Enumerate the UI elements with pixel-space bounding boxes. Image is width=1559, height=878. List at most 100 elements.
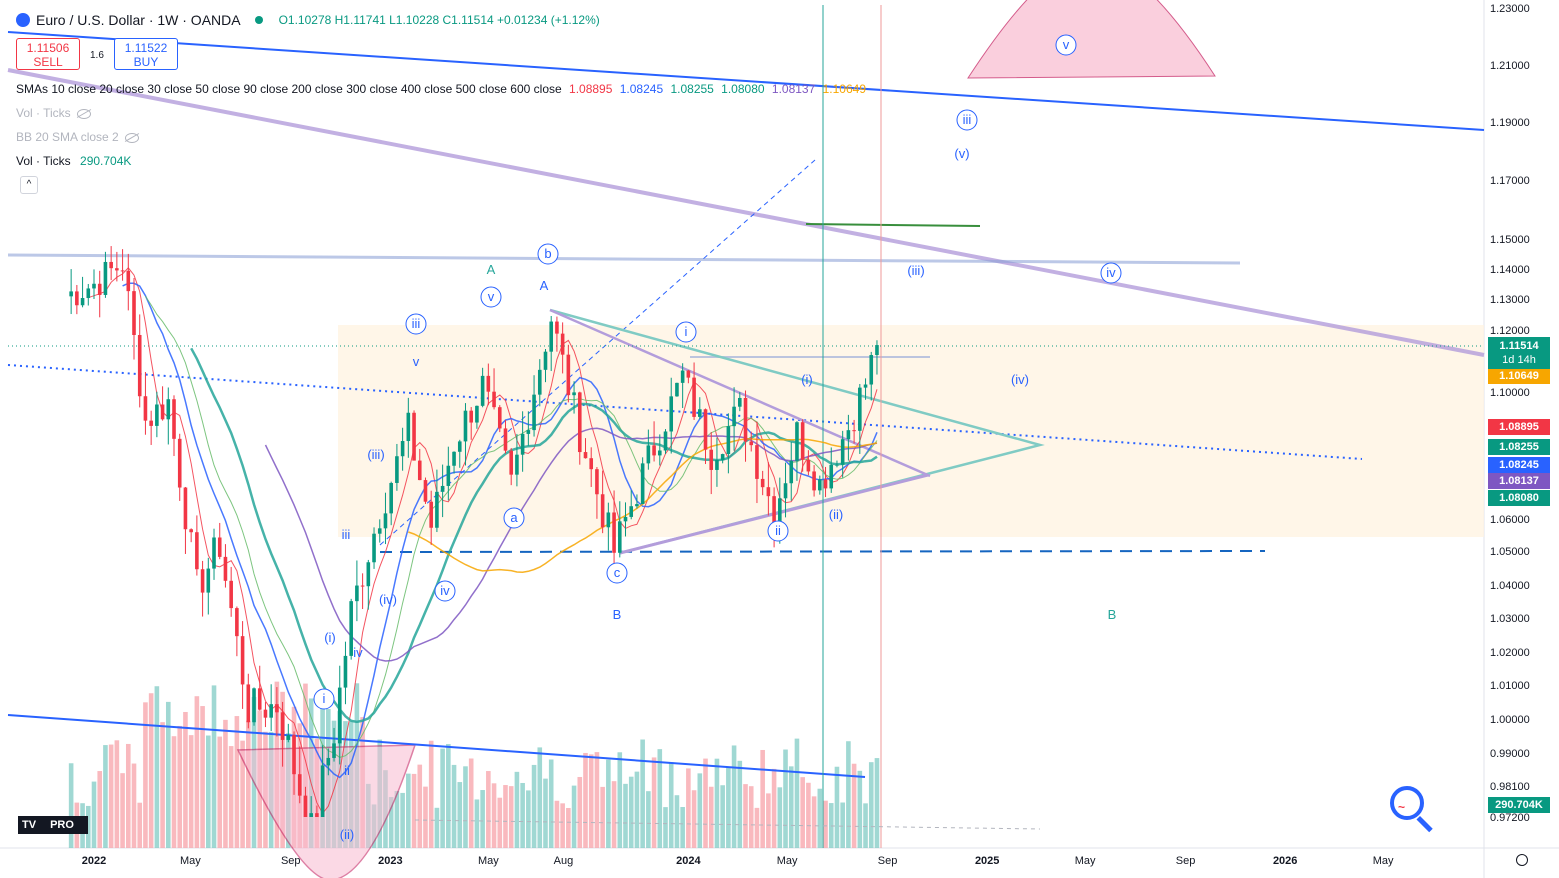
wave-label[interactable]: v (480, 286, 502, 308)
sell-button[interactable]: 1.11506 SELL (16, 38, 80, 70)
candle (177, 433, 182, 501)
wave-label[interactable]: iv (353, 645, 363, 660)
time-tick-label: 2023 (378, 855, 402, 867)
candle (297, 746, 302, 804)
candle (269, 684, 273, 732)
wave-label[interactable]: B (1108, 607, 1117, 622)
wave-label[interactable]: iii (342, 527, 351, 542)
volume-bar (137, 802, 143, 848)
volume-bar (143, 702, 148, 848)
sma-legend[interactable]: SMAs 10 close 20 close 30 close 50 close… (16, 82, 866, 96)
wave-label[interactable]: (i) (801, 372, 813, 387)
wave-label[interactable]: (v) (954, 146, 969, 161)
wave-label[interactable]: (iii) (907, 263, 924, 278)
settings-gear-icon[interactable] (1516, 854, 1528, 866)
wave-label[interactable]: iii (405, 313, 427, 335)
volume-bar (165, 701, 171, 848)
volume-bar (434, 807, 440, 848)
volume-bar (548, 759, 554, 848)
wave-label[interactable]: B (613, 607, 622, 622)
time-tick-label: 2026 (1273, 855, 1297, 867)
price-tick-label: 0.98100 (1490, 781, 1530, 793)
wave-label[interactable]: (i) (324, 630, 336, 645)
candle (818, 475, 822, 495)
wave-label[interactable]: v (1055, 34, 1077, 56)
candles (69, 246, 879, 817)
wave-label[interactable]: iv (434, 580, 456, 602)
volume-bar (223, 719, 228, 848)
volume-bar (691, 790, 697, 848)
volume-bar (497, 797, 503, 848)
candle (589, 447, 594, 487)
svg-text:A: A (540, 278, 549, 293)
wave-label[interactable]: A (487, 262, 496, 277)
wave-label[interactable]: A (540, 278, 549, 293)
hidden-eye-icon[interactable] (124, 132, 139, 143)
candle (155, 391, 159, 438)
volume-bar (800, 777, 805, 848)
wave-label[interactable]: (ii) (829, 507, 843, 522)
wave-label[interactable]: ii (767, 520, 789, 542)
collapse-legend-button[interactable]: ^ (20, 176, 38, 194)
candle (555, 316, 559, 352)
wave-label[interactable]: i (675, 321, 697, 343)
volume-bar (480, 790, 485, 848)
vol-hidden-legend[interactable]: Vol · Ticks (16, 106, 91, 120)
svg-text:iii: iii (342, 527, 351, 542)
volume-bar (600, 786, 605, 848)
wave-label[interactable]: (iii) (367, 447, 384, 462)
candle (469, 407, 473, 440)
wave-label[interactable]: a (503, 507, 525, 529)
volume-bar (628, 776, 634, 848)
sma-line (408, 438, 878, 574)
wave-label[interactable]: iv (1100, 262, 1122, 284)
volume-bar (508, 786, 514, 848)
time-tick-label: May (777, 855, 798, 867)
ohlc-values: O1.10278 H1.11741 L1.10228 C1.11514 +0.0… (278, 13, 600, 27)
search-zoom-icon[interactable]: ~ (1390, 786, 1433, 833)
volume-bar (863, 803, 868, 848)
candle (263, 702, 268, 728)
symbol-title[interactable]: Euro / U.S. Dollar · 1W · OANDA (36, 12, 241, 28)
wave-label[interactable]: (iv) (379, 592, 397, 607)
price-tick-label: 1.17000 (1490, 175, 1530, 187)
svg-text:i: i (323, 691, 326, 706)
candle (526, 411, 531, 446)
wave-label[interactable]: c (606, 562, 628, 584)
candle (863, 378, 868, 400)
tradingview-logo[interactable]: TV PRO (18, 816, 88, 834)
wave-label[interactable]: v (413, 354, 420, 369)
wave-label[interactable]: (ii) (340, 827, 354, 842)
wave-label[interactable]: ii (344, 763, 350, 778)
volume-bar (394, 791, 400, 848)
candle (680, 363, 685, 409)
candle (537, 359, 542, 407)
volume-bar (103, 745, 108, 848)
wave-label[interactable]: iii (956, 109, 978, 131)
vol-legend[interactable]: Vol · Ticks 290.704K (16, 154, 132, 168)
green-level (805, 223, 981, 227)
volume-bar (611, 781, 617, 848)
time-tick-label: Sep (1176, 855, 1196, 867)
candle (286, 723, 291, 743)
buy-button[interactable]: 1.11522 BUY (114, 38, 178, 70)
volume-bar (663, 807, 668, 848)
ma-price-label: 1.08245 (1488, 457, 1550, 473)
candle (229, 566, 233, 617)
candle (252, 687, 256, 726)
svg-text:(iii): (iii) (367, 447, 384, 462)
candle (583, 438, 588, 459)
volume-bar (686, 768, 691, 848)
bb-hidden-legend[interactable]: BB 20 SMA close 2 (16, 130, 139, 144)
wave-label[interactable]: b (537, 243, 559, 265)
wave-label[interactable]: i (313, 688, 335, 710)
price-tick-label: 1.10000 (1490, 387, 1530, 399)
wave-label[interactable]: (iv) (1011, 372, 1029, 387)
hidden-eye-icon[interactable] (76, 108, 91, 119)
volume-bar (594, 752, 600, 848)
symbol-header[interactable]: Euro / U.S. Dollar · 1W · OANDA O1.10278… (16, 12, 600, 28)
candle (303, 786, 308, 817)
candle (566, 344, 571, 403)
candle (720, 453, 725, 464)
